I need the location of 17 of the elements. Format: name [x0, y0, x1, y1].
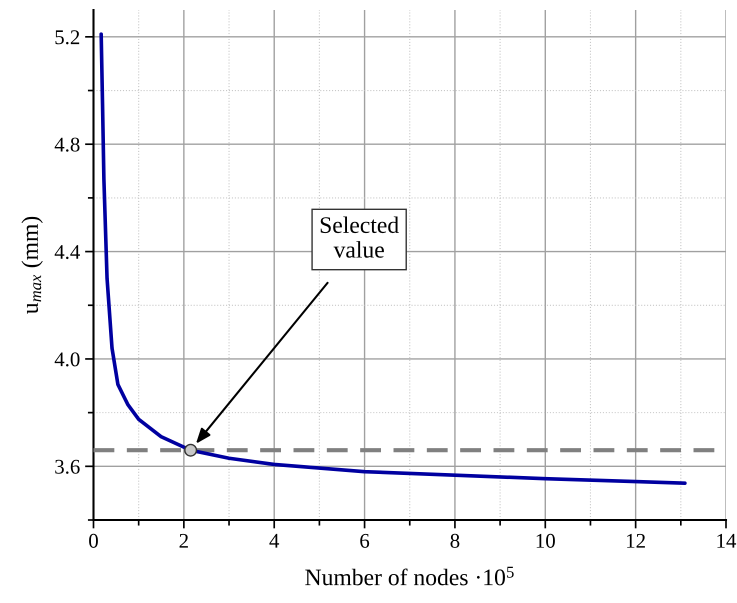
y-tick-label: 4.4: [54, 245, 80, 260]
y-axis-title: u$_{max}$ (mm): [21, 216, 43, 314]
x-axis-title: Number of nodes ·10$^{5}$: [305, 566, 514, 586]
line-series: [99, 32, 687, 486]
y-tick-label: 4.8: [54, 138, 80, 152]
x-tick-label: 6: [360, 534, 370, 548]
x-tick-label: 14: [717, 534, 736, 548]
y-tick-label: 3.6: [55, 460, 80, 474]
x-tick-label: 0: [89, 534, 98, 548]
x-tick-label: 4: [269, 534, 280, 548]
x-tick-label: 10: [536, 534, 555, 548]
x-tick-label: 12: [627, 534, 645, 548]
x-tick-label: 2: [180, 534, 188, 548]
y-tick-label: 4.0: [54, 352, 80, 366]
x-tick-label: 8: [450, 534, 460, 548]
annotation: Selected value: [320, 216, 399, 258]
y-tick-label: 5.2: [55, 30, 80, 44]
